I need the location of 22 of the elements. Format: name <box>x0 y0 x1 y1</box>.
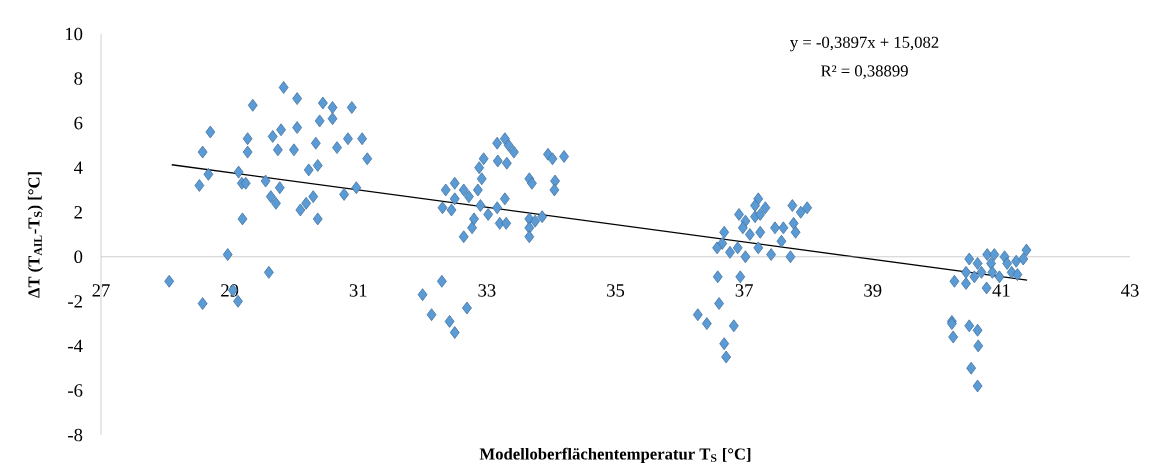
x-tick-label: 41 <box>992 284 1010 297</box>
y-tick-label: 4 <box>73 161 83 174</box>
annotation: y = -0,3897x + 15,082 <box>790 36 939 52</box>
y-tick-label: 0 <box>74 250 83 264</box>
y-tick-label: -2 <box>68 295 82 308</box>
y-tick-label: -8 <box>68 428 83 442</box>
y-tick-label: -6 <box>68 384 83 397</box>
y-tick-label: 10 <box>65 27 83 41</box>
x-tick-label: 27 <box>92 284 110 297</box>
y-axis-title: ΔT (T$_{AIL}$-T$_{S}$) [°C] <box>27 172 43 298</box>
x-tick-label: 39 <box>864 284 882 297</box>
x-tick-label: 37 <box>735 284 753 297</box>
x-tick-label: 43 <box>1121 284 1139 297</box>
x-axis-title: Modelloberflächentemperatur T$_{S}$ [°C] <box>479 447 751 463</box>
x-tick-label: 33 <box>478 284 496 297</box>
annotation: R² = 0,38899 <box>821 65 908 79</box>
y-tick-label: 6 <box>74 116 83 130</box>
x-tick-label: 31 <box>349 284 367 297</box>
x-tick-label: 35 <box>607 284 625 297</box>
y-tick-label: -4 <box>68 339 83 353</box>
y-tick-label: 2 <box>74 206 82 219</box>
y-tick-label: 8 <box>74 72 83 85</box>
